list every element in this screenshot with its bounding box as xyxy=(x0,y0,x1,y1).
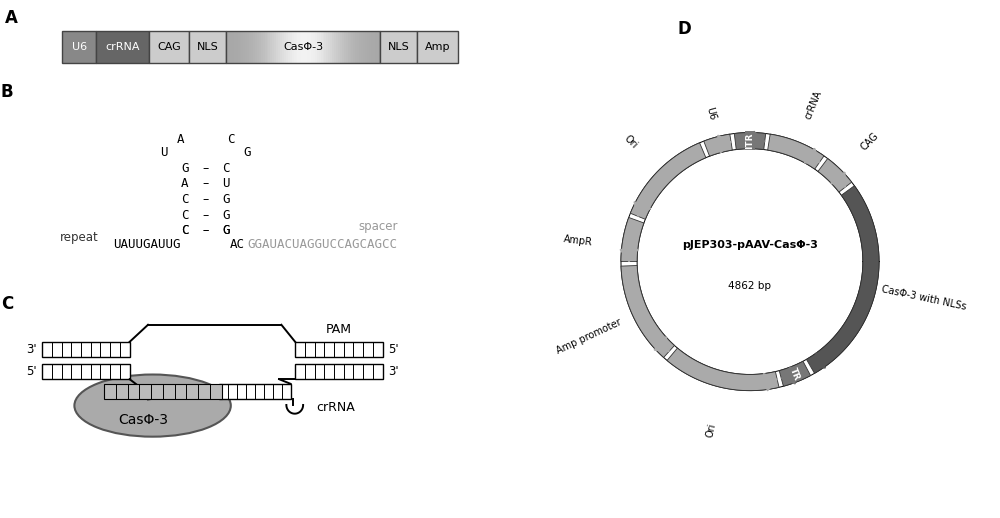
Text: G: G xyxy=(222,224,230,237)
Text: repeat: repeat xyxy=(60,231,98,244)
Text: U: U xyxy=(222,177,230,190)
Text: C: C xyxy=(1,295,13,313)
Text: –: – xyxy=(202,162,209,175)
Text: crRNA: crRNA xyxy=(105,42,140,52)
Polygon shape xyxy=(752,131,765,149)
Polygon shape xyxy=(621,218,644,262)
FancyBboxPatch shape xyxy=(380,31,417,63)
Text: GGAUACUAGGUCCAGCAGCC: GGAUACUAGGUCCAGCAGCC xyxy=(247,238,397,251)
Text: C: C xyxy=(181,209,189,222)
Text: C: C xyxy=(181,193,189,206)
FancyBboxPatch shape xyxy=(62,31,96,63)
Text: pJEP303-pAAV-CasΦ-3: pJEP303-pAAV-CasΦ-3 xyxy=(682,240,818,251)
Text: –: – xyxy=(202,224,209,237)
FancyBboxPatch shape xyxy=(189,31,226,63)
Polygon shape xyxy=(763,373,777,391)
Text: –: – xyxy=(202,224,209,237)
Text: C: C xyxy=(227,133,235,146)
Polygon shape xyxy=(818,159,852,192)
Polygon shape xyxy=(718,135,731,153)
Text: CasΦ-3: CasΦ-3 xyxy=(118,412,168,427)
Polygon shape xyxy=(634,202,651,217)
Text: A: A xyxy=(5,9,18,27)
Polygon shape xyxy=(734,133,766,150)
FancyBboxPatch shape xyxy=(96,31,149,63)
Polygon shape xyxy=(621,266,674,357)
Bar xyxy=(104,384,222,399)
Text: C: C xyxy=(181,224,189,237)
FancyBboxPatch shape xyxy=(417,31,458,63)
Polygon shape xyxy=(768,134,824,169)
Text: C: C xyxy=(222,162,230,175)
Polygon shape xyxy=(704,134,732,156)
Text: G: G xyxy=(222,193,230,206)
Text: AmpR: AmpR xyxy=(563,234,593,247)
Polygon shape xyxy=(831,172,845,187)
Text: –: – xyxy=(202,209,209,222)
Text: –: – xyxy=(202,177,209,190)
Bar xyxy=(219,384,291,399)
Bar xyxy=(295,342,383,357)
Polygon shape xyxy=(810,353,825,368)
Polygon shape xyxy=(779,361,811,386)
Polygon shape xyxy=(806,186,879,373)
Text: 4862 bp: 4862 bp xyxy=(728,281,772,291)
Text: PAM: PAM xyxy=(326,323,352,336)
Text: CasΦ-3 with NLSs: CasΦ-3 with NLSs xyxy=(880,284,967,312)
Text: 5': 5' xyxy=(26,365,37,378)
Text: AC: AC xyxy=(230,238,245,251)
Text: Ori: Ori xyxy=(705,422,717,439)
Polygon shape xyxy=(620,250,638,262)
Text: B: B xyxy=(1,83,13,101)
Text: G: G xyxy=(181,162,189,175)
Text: G: G xyxy=(243,146,251,159)
Text: Amp: Amp xyxy=(425,42,450,52)
Text: NLS: NLS xyxy=(388,42,410,52)
Text: UAUUGAUUG: UAUUGAUUG xyxy=(114,238,181,251)
Text: 5': 5' xyxy=(388,343,399,356)
Text: crRNA: crRNA xyxy=(316,400,355,414)
Text: CAG: CAG xyxy=(157,42,181,52)
Text: NLS: NLS xyxy=(197,42,218,52)
Text: crRNA: crRNA xyxy=(803,89,824,121)
Text: 3': 3' xyxy=(26,343,37,356)
Text: spacer: spacer xyxy=(358,220,398,233)
Text: D: D xyxy=(677,20,691,38)
Text: –: – xyxy=(202,193,209,206)
Text: CasΦ-3: CasΦ-3 xyxy=(283,42,323,52)
Text: G: G xyxy=(222,224,230,237)
Text: A: A xyxy=(176,133,184,146)
Text: TR: TR xyxy=(788,366,801,382)
Text: U: U xyxy=(160,146,168,159)
Text: G: G xyxy=(222,209,230,222)
Polygon shape xyxy=(667,348,779,391)
Ellipse shape xyxy=(74,375,231,437)
Text: ITR: ITR xyxy=(746,133,755,149)
Text: Ori: Ori xyxy=(622,133,639,150)
Bar xyxy=(42,364,130,379)
Bar xyxy=(42,342,130,357)
Text: CAG: CAG xyxy=(859,131,881,153)
Polygon shape xyxy=(654,337,669,352)
Text: U6: U6 xyxy=(72,42,87,52)
Polygon shape xyxy=(630,143,706,219)
Text: U6: U6 xyxy=(704,106,717,121)
FancyBboxPatch shape xyxy=(149,31,189,63)
Text: Amp promoter: Amp promoter xyxy=(555,317,623,356)
Text: A: A xyxy=(181,177,189,190)
Polygon shape xyxy=(781,367,795,384)
Text: C: C xyxy=(181,224,189,237)
Text: 3': 3' xyxy=(388,365,399,378)
Polygon shape xyxy=(804,148,819,163)
Bar xyxy=(295,364,383,379)
